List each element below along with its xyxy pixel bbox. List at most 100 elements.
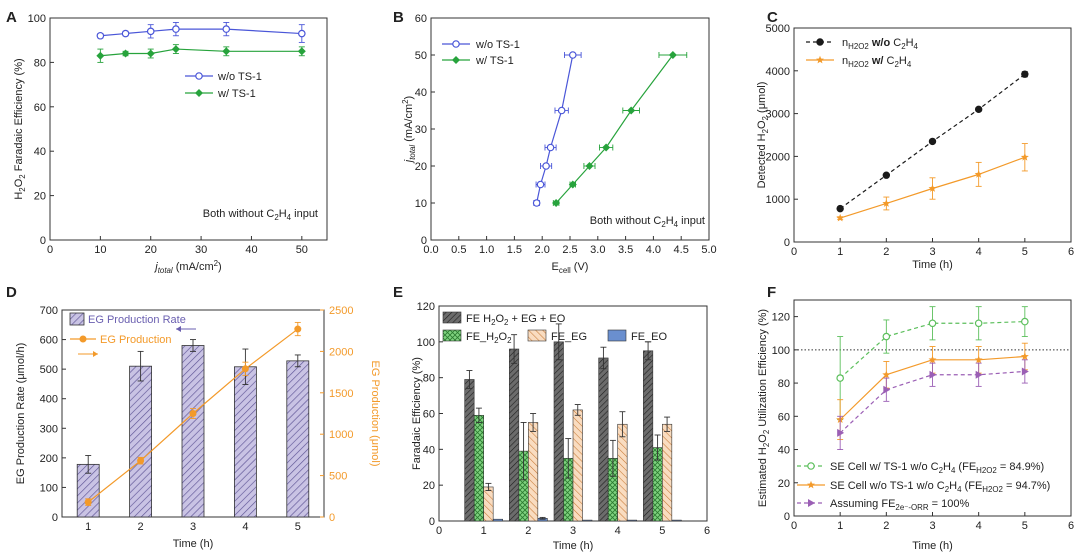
x-tick-label: 1 xyxy=(837,246,843,258)
data-point xyxy=(836,374,844,382)
data-point xyxy=(585,162,594,170)
x-tick-label: 2.5 xyxy=(562,244,577,256)
x-tick-label: 30 xyxy=(195,244,207,256)
data-point xyxy=(552,199,561,207)
legend-label: w/o TS-1 xyxy=(475,39,520,51)
panel-a: 0 10 20 30 40 50 0 20 40 60 80 100 jtotal (mA/cm2) H2… xyxy=(13,13,328,275)
bar xyxy=(286,360,310,518)
bar xyxy=(572,409,583,522)
y-axis-title: EG Production Rate (μmol/h) xyxy=(15,343,27,484)
data-point xyxy=(568,180,577,189)
x-axis-title: Time (h) xyxy=(912,259,953,271)
data-point xyxy=(171,45,180,54)
series-line xyxy=(100,48,302,57)
panel-d: 0100200300400500600700050010001500200025… xyxy=(15,305,381,550)
legend-marker xyxy=(195,72,203,80)
x-tick-label: 5.0 xyxy=(701,244,716,256)
bar xyxy=(129,365,153,518)
series-line xyxy=(536,54,574,204)
x-tick-label: 4.5 xyxy=(674,244,689,256)
panel-letter: F xyxy=(767,284,776,301)
bar xyxy=(528,422,539,522)
data-point xyxy=(1020,153,1029,161)
y-tick-label: 40 xyxy=(423,444,435,456)
data-point xyxy=(1021,70,1029,78)
y2-axis-title: EG Production (μmol) xyxy=(369,361,381,467)
data-point xyxy=(121,29,130,38)
x-tick-label: 2 xyxy=(525,525,531,537)
data-point xyxy=(882,171,891,179)
y-tick-label: 120 xyxy=(417,301,435,313)
x-tick-label: 6 xyxy=(1068,520,1074,532)
x-tick-label: 4.0 xyxy=(646,244,661,256)
data-point xyxy=(928,137,937,146)
bar xyxy=(233,366,257,518)
x-axis-title: Time (h) xyxy=(912,540,953,552)
data-point xyxy=(222,47,231,56)
y-tick-label: 30 xyxy=(415,124,427,136)
data-point xyxy=(536,180,545,189)
legend-marker xyxy=(79,335,87,343)
legend-label: FE_EG xyxy=(551,331,587,343)
legend-marker xyxy=(452,56,460,64)
y-tick-label: 80 xyxy=(778,378,790,390)
x-tick-label: 0 xyxy=(436,525,442,537)
y-tick-label: 60 xyxy=(415,13,427,25)
y-axis-title: jtotal (mA/cm2) xyxy=(401,96,417,164)
legend-arrowhead xyxy=(93,351,98,357)
y-tick-label: 20 xyxy=(415,161,427,173)
legend-label: FE H2O2 + EG + EO xyxy=(466,313,566,327)
data-point xyxy=(222,25,231,33)
legend-label: SE Cell w/ TS-1 w/o C2H4 (FEH2O2 = 84.9%… xyxy=(830,461,1044,475)
data-point xyxy=(602,143,611,152)
x-tick-label: 6 xyxy=(704,525,710,537)
data-point xyxy=(84,498,92,506)
legend-label: FE_H2O2 xyxy=(466,331,512,345)
legend-swatch xyxy=(442,311,462,324)
panel-letter: D xyxy=(6,284,17,301)
bar xyxy=(492,518,503,522)
bar xyxy=(483,486,494,522)
y-tick-label: 0 xyxy=(40,235,46,247)
y-tick-label: 20 xyxy=(423,480,435,492)
y-tick-label: 600 xyxy=(40,335,58,347)
legend-marker xyxy=(816,38,824,46)
y-tick-label: 100 xyxy=(417,337,435,349)
legend-marker xyxy=(807,480,815,489)
data-point xyxy=(928,184,937,192)
x-tick-label: 5 xyxy=(295,521,301,533)
series-w-ts-1 xyxy=(96,44,306,63)
data-point xyxy=(836,213,845,222)
series-w-o-ts-1 xyxy=(532,51,582,207)
legend-marker xyxy=(808,499,815,507)
data-point xyxy=(1020,352,1029,360)
bar xyxy=(671,519,682,522)
x-tick-label: 5 xyxy=(659,525,665,537)
x-tick-label: 20 xyxy=(145,244,157,256)
series-w-ts-1 xyxy=(552,51,688,207)
data-point xyxy=(837,428,845,437)
x-tick-label: 6 xyxy=(1068,246,1074,258)
x-tick-label: 50 xyxy=(296,244,308,256)
panel-c: 0 1 2 3 4 5 6 0 1000 2000 3000 4000 5000 Time (h) Dete… xyxy=(756,23,1074,271)
x-axis-title: Time (h) xyxy=(173,538,214,550)
x-tick-label: 2.0 xyxy=(535,244,550,256)
plot-frame xyxy=(793,27,1072,243)
x-axis-title: jtotal (mA/cm2) xyxy=(153,259,221,275)
plot-frame xyxy=(430,17,710,241)
y-tick-label: 100 xyxy=(772,345,790,357)
data-point xyxy=(294,325,302,333)
series-w-o-ts-1 xyxy=(96,21,306,43)
data-point xyxy=(1021,367,1029,376)
x-tick-label: 0.5 xyxy=(451,244,466,256)
data-point xyxy=(568,51,577,59)
y2-tick-label: 0 xyxy=(329,512,335,524)
x-tick-label: 10 xyxy=(94,244,106,256)
legend-label: nH2O2 w/o C2H4 xyxy=(842,37,919,51)
data-point xyxy=(883,385,891,394)
y-tick-label: 40 xyxy=(778,445,790,457)
y-tick-label: 20 xyxy=(778,478,790,490)
series-line xyxy=(839,370,1025,434)
x-tick-label: 1.5 xyxy=(507,244,522,256)
